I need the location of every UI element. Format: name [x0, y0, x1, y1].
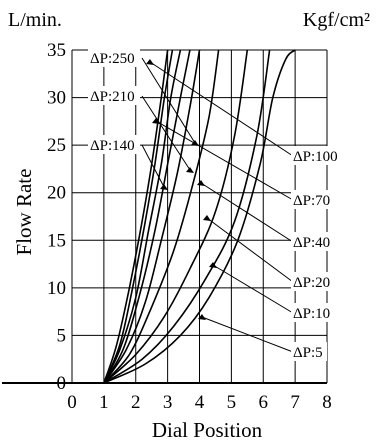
y-tick-label: 10 — [47, 278, 66, 299]
label-background — [291, 146, 343, 165]
label-leader-line — [201, 316, 294, 353]
label-arrowhead — [186, 167, 194, 173]
label-background — [291, 303, 335, 322]
y-tick-label: 15 — [47, 230, 66, 251]
y-tick-label: 5 — [57, 325, 67, 346]
label-background — [291, 190, 335, 209]
series-label: ΔP:210 — [90, 89, 135, 105]
grid-lines — [71, 49, 328, 384]
series-label: ΔP:250 — [90, 51, 135, 67]
label-background — [291, 232, 335, 251]
series-label-backgrounds: ΔP:250 ΔP:210 ΔP:140 ΔP:100 ΔP:70 ΔP:40 ΔP:20 Δ… — [88, 48, 343, 361]
series-line — [103, 49, 220, 384]
label-leader-line — [141, 144, 165, 188]
label-arrowhead — [146, 59, 154, 65]
series-line — [103, 49, 174, 384]
y-tick-label: 25 — [47, 135, 66, 156]
label-background — [88, 86, 140, 105]
x-tick-label: 8 — [322, 392, 332, 413]
axis-tick-labels: 01234567805101520253035 — [47, 40, 332, 413]
series-line — [103, 49, 169, 384]
y-tick-label: 30 — [47, 88, 66, 109]
x-tick-label: 1 — [99, 392, 109, 413]
y-tick-label: 35 — [47, 40, 66, 61]
label-arrowhead — [203, 215, 211, 221]
series-line — [103, 49, 191, 384]
label-background — [291, 342, 327, 361]
y-axis-title: Flow Rate — [12, 169, 36, 256]
label-leader-line — [141, 95, 191, 171]
series-lines — [103, 49, 296, 384]
label-leader-lines — [141, 57, 294, 353]
label-background — [291, 272, 335, 291]
label-background — [88, 48, 140, 67]
x-tick-label: 7 — [290, 392, 300, 413]
series-line — [103, 49, 296, 384]
label-leader-line — [149, 61, 294, 157]
x-axis-title: Dial Position — [152, 418, 263, 442]
series-label: ΔP:5 — [293, 345, 323, 361]
label-leader-line — [141, 57, 196, 144]
series-line — [103, 49, 201, 384]
x-tick-label: 5 — [227, 392, 237, 413]
x-tick-label: 2 — [131, 392, 141, 413]
series-line — [103, 49, 249, 384]
series-label: ΔP:140 — [90, 138, 135, 154]
y-unit-label: L/min. — [8, 9, 62, 31]
series-label: ΔP:100 — [293, 149, 338, 165]
pressure-unit-label: Kgf/cm² — [303, 9, 370, 31]
x-tick-label: 6 — [259, 392, 269, 413]
label-leader-line — [200, 182, 294, 243]
label-leader-line — [212, 264, 294, 314]
label-arrowhead — [152, 118, 160, 124]
label-arrowhead — [160, 184, 168, 190]
x-tick-label: 4 — [195, 392, 205, 413]
series-label: ΔP:40 — [293, 235, 330, 251]
label-background — [88, 135, 140, 154]
x-tick-label: 0 — [67, 392, 77, 413]
series-label: ΔP:20 — [293, 275, 330, 291]
x-tick-label: 3 — [163, 392, 173, 413]
label-arrowhead — [197, 180, 205, 186]
series-line — [103, 49, 271, 384]
label-arrowhead — [209, 262, 217, 268]
label-leader-line — [155, 120, 294, 201]
series-label: ΔP:70 — [293, 193, 330, 209]
series-label: ΔP:10 — [293, 306, 330, 322]
y-tick-label: 20 — [47, 183, 66, 204]
series-line — [103, 49, 182, 384]
label-arrowhead — [198, 314, 206, 320]
label-leader-line — [206, 217, 294, 283]
